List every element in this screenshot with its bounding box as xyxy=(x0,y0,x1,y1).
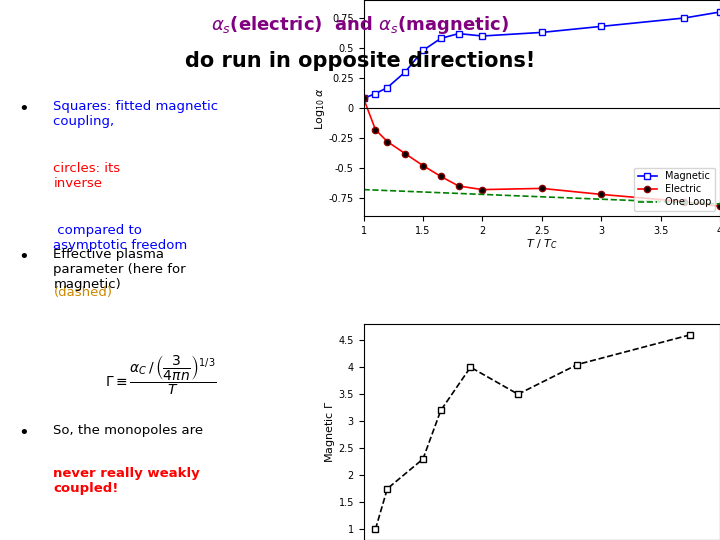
Magnetic xyxy=(383,84,392,91)
Magnetic xyxy=(401,69,410,75)
One Loop xyxy=(597,196,606,202)
One Loop xyxy=(537,193,546,200)
Magnetic xyxy=(680,15,688,21)
Electric xyxy=(371,126,379,133)
Electric xyxy=(716,203,720,210)
Magnetic xyxy=(597,23,606,30)
Text: Effective plasma
parameter (here for
magnetic): Effective plasma parameter (here for mag… xyxy=(53,248,186,292)
Text: •: • xyxy=(18,424,29,442)
Text: circles: its
inverse: circles: its inverse xyxy=(53,162,120,190)
Electric xyxy=(401,150,410,157)
Text: (dashed): (dashed) xyxy=(53,286,112,299)
Magnetic xyxy=(418,47,427,53)
Magnetic xyxy=(537,29,546,36)
Magnetic xyxy=(454,30,463,37)
Y-axis label: $\mathrm{Log}_{10}\ \alpha$: $\mathrm{Log}_{10}\ \alpha$ xyxy=(313,86,328,130)
Line: Electric: Electric xyxy=(361,95,720,210)
One Loop xyxy=(359,186,368,193)
Line: Magnetic: Magnetic xyxy=(361,9,720,102)
X-axis label: $T\ /\ T_C$: $T\ /\ T_C$ xyxy=(526,237,558,251)
Electric xyxy=(680,198,688,205)
Electric xyxy=(436,173,445,180)
Text: So, the monopoles are: So, the monopoles are xyxy=(53,424,204,437)
Electric xyxy=(478,186,487,193)
Electric xyxy=(359,95,368,102)
Electric xyxy=(597,191,606,198)
One Loop xyxy=(478,191,487,198)
Text: Squares: fitted magnetic
coupling,: Squares: fitted magnetic coupling, xyxy=(53,100,219,128)
One Loop xyxy=(418,189,427,195)
Magnetic xyxy=(371,90,379,97)
Legend: Magnetic, Electric, One Loop: Magnetic, Electric, One Loop xyxy=(634,167,715,211)
Text: compared to
asymptotic freedom: compared to asymptotic freedom xyxy=(53,224,188,252)
Magnetic xyxy=(716,9,720,15)
Line: One Loop: One Loop xyxy=(364,190,720,204)
Text: do run in opposite directions!: do run in opposite directions! xyxy=(185,51,535,71)
One Loop xyxy=(656,198,665,205)
Text: never really weakly
coupled!: never really weakly coupled! xyxy=(53,467,200,495)
Electric xyxy=(383,138,392,145)
Magnetic xyxy=(359,95,368,102)
Electric xyxy=(418,163,427,169)
Text: $\Gamma \equiv \dfrac{\alpha_C \,/\, \left(\dfrac{3}{4\pi n}\right)^{1/3}}{T}$: $\Gamma \equiv \dfrac{\alpha_C \,/\, \le… xyxy=(104,354,216,397)
Electric xyxy=(537,185,546,192)
Text: $\alpha_s$(electric)  and $\alpha_s$(magnetic): $\alpha_s$(electric) and $\alpha_s$(magn… xyxy=(211,14,509,36)
One Loop xyxy=(716,201,720,207)
Text: •: • xyxy=(18,100,29,118)
Magnetic xyxy=(478,33,487,39)
Y-axis label: Magnetic $\Gamma$: Magnetic $\Gamma$ xyxy=(323,401,337,463)
Text: •: • xyxy=(18,248,29,266)
Magnetic xyxy=(436,35,445,42)
Electric xyxy=(454,183,463,189)
